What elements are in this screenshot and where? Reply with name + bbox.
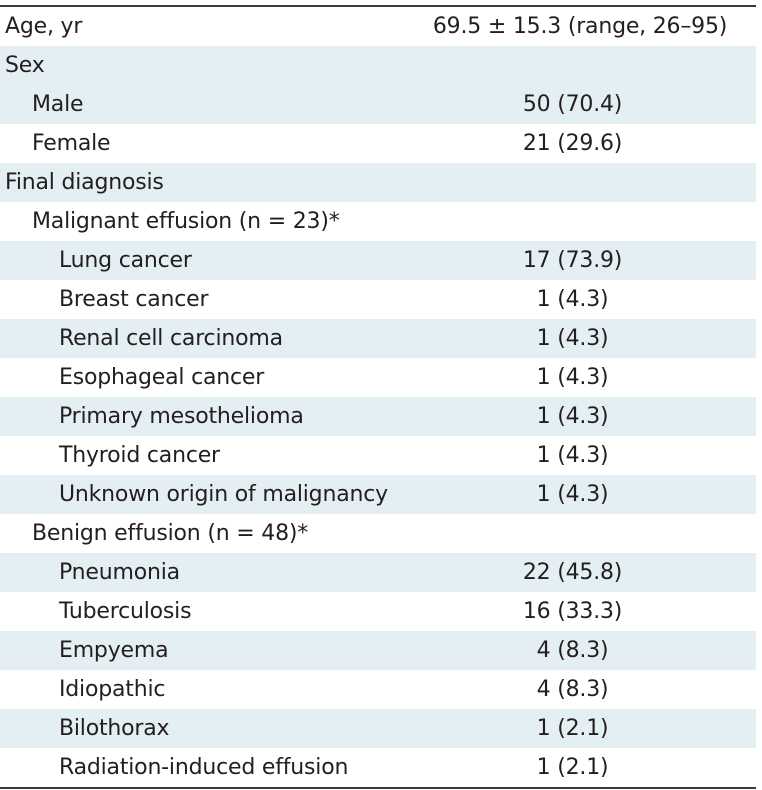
table-row: Empyema 4 (8.3) bbox=[0, 631, 756, 670]
table-row: Benign effusion (n = 48)* bbox=[0, 514, 756, 553]
row-label: Bilothorax bbox=[59, 716, 170, 741]
table-row: Male 50 (70.4) bbox=[0, 85, 756, 124]
row-label: Final diagnosis bbox=[5, 170, 164, 195]
row-label: Sex bbox=[5, 53, 45, 78]
row-label: Pneumonia bbox=[59, 560, 180, 585]
row-label: Malignant effusion (n = 23)* bbox=[32, 209, 340, 234]
row-value: 50 (70.4) bbox=[522, 92, 623, 117]
row-label: Male bbox=[32, 92, 84, 117]
row-value: 22 (45.8) bbox=[522, 560, 623, 585]
row-value: 1 (2.1) bbox=[536, 716, 609, 741]
table-row: Radiation-induced effusion 1 (2.1) bbox=[0, 748, 756, 787]
row-value: 16 (33.3) bbox=[522, 599, 623, 624]
table-row: Unknown origin of malignancy 1 (4.3) bbox=[0, 475, 756, 514]
table-row: Final diagnosis bbox=[0, 163, 756, 202]
row-value: 21 (29.6) bbox=[522, 131, 623, 156]
row-value: 17 (73.9) bbox=[522, 248, 623, 273]
row-value: 1 (4.3) bbox=[536, 443, 609, 468]
row-label: Tuberculosis bbox=[59, 599, 192, 624]
row-label: Female bbox=[32, 131, 111, 156]
row-value: 1 (4.3) bbox=[536, 326, 609, 351]
data-table: Age, yr 69.5 ± 15.3 (range, 26–95) Sex Male… bbox=[0, 5, 756, 789]
row-label: Primary mesothelioma bbox=[59, 404, 304, 429]
row-label: Benign effusion (n = 48)* bbox=[32, 521, 309, 546]
row-label: Radiation-induced effusion bbox=[59, 755, 349, 780]
row-value: 4 (8.3) bbox=[536, 638, 609, 663]
row-label: Thyroid cancer bbox=[59, 443, 220, 468]
table-row: Sex bbox=[0, 46, 756, 85]
row-value: 1 (4.3) bbox=[536, 365, 609, 390]
row-label: Lung cancer bbox=[59, 248, 192, 273]
table-row: Idiopathic 4 (8.3) bbox=[0, 670, 756, 709]
row-label: Unknown origin of malignancy bbox=[59, 482, 388, 507]
table-row: Lung cancer 17 (73.9) bbox=[0, 241, 756, 280]
row-label: Esophageal cancer bbox=[59, 365, 265, 390]
row-label: Age, yr bbox=[5, 14, 83, 39]
table-row: Esophageal cancer 1 (4.3) bbox=[0, 358, 756, 397]
row-value: 69.5 ± 15.3 (range, 26–95) bbox=[432, 14, 728, 39]
table-row: Malignant effusion (n = 23)* bbox=[0, 202, 756, 241]
row-value: 1 (4.3) bbox=[536, 287, 609, 312]
table-row: Renal cell carcinoma 1 (4.3) bbox=[0, 319, 756, 358]
row-label: Idiopathic bbox=[59, 677, 166, 702]
row-label: Empyema bbox=[59, 638, 169, 663]
table-row: Bilothorax 1 (2.1) bbox=[0, 709, 756, 748]
table-row: Breast cancer 1 (4.3) bbox=[0, 280, 756, 319]
table-row: Thyroid cancer 1 (4.3) bbox=[0, 436, 756, 475]
row-value: 4 (8.3) bbox=[536, 677, 609, 702]
table-row: Female 21 (29.6) bbox=[0, 124, 756, 163]
row-label: Breast cancer bbox=[59, 287, 209, 312]
row-value: 1 (4.3) bbox=[536, 404, 609, 429]
table-row: Age, yr 69.5 ± 15.3 (range, 26–95) bbox=[0, 7, 756, 46]
row-value: 1 (2.1) bbox=[536, 755, 609, 780]
table-row: Primary mesothelioma 1 (4.3) bbox=[0, 397, 756, 436]
row-label: Renal cell carcinoma bbox=[59, 326, 283, 351]
table-row: Tuberculosis 16 (33.3) bbox=[0, 592, 756, 631]
table-row: Pneumonia 22 (45.8) bbox=[0, 553, 756, 592]
row-value: 1 (4.3) bbox=[536, 482, 609, 507]
